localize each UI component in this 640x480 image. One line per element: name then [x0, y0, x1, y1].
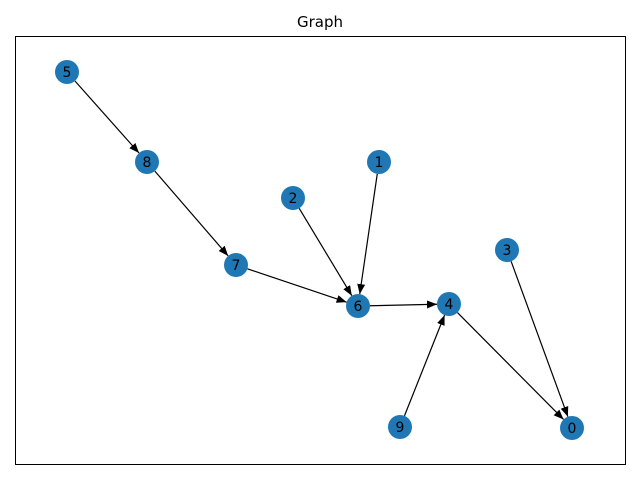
node-circle-7: [224, 253, 248, 277]
node-circle-6: [346, 294, 370, 318]
node-4: 4: [437, 292, 461, 316]
node-circle-2: [281, 186, 305, 210]
edge-4-to-0: [457, 312, 564, 420]
edge-9-to-4: [403, 314, 446, 417]
node-8: 8: [135, 150, 159, 174]
edge-6-to-4: [369, 300, 438, 309]
node-label-1: 1: [375, 155, 384, 171]
chart-title: Graph: [297, 13, 343, 31]
nodes-layer: 0 1 2 3 4 5 6 7 8 9: [55, 60, 584, 440]
node-9: 9: [388, 415, 412, 439]
node-label-8: 8: [143, 155, 152, 171]
node-1: 1: [367, 150, 391, 174]
edge-8-to-7: [154, 170, 229, 257]
node-7: 7: [224, 253, 248, 277]
edge-3-to-0: [510, 261, 569, 417]
node-circle-8: [135, 150, 159, 174]
node-label-0: 0: [568, 421, 577, 437]
node-0: 0: [560, 416, 584, 440]
edges-layer: [74, 80, 569, 420]
edge-7-to-6: [247, 268, 347, 303]
node-circle-1: [367, 150, 391, 174]
edge-2-to-6: [298, 207, 353, 297]
node-label-6: 6: [354, 299, 363, 315]
node-circle-3: [495, 238, 519, 262]
node-circle-5: [55, 60, 79, 84]
node-3: 3: [495, 238, 519, 262]
node-label-3: 3: [503, 243, 512, 259]
node-circle-4: [437, 292, 461, 316]
node-label-5: 5: [63, 65, 72, 81]
node-label-7: 7: [232, 258, 241, 274]
node-6: 6: [346, 294, 370, 318]
edge-5-to-8: [74, 80, 140, 154]
node-circle-9: [388, 415, 412, 439]
plot-frame: [15, 36, 626, 465]
node-label-4: 4: [445, 297, 454, 313]
node-label-2: 2: [289, 191, 298, 207]
node-5: 5: [55, 60, 79, 84]
node-circle-0: [560, 416, 584, 440]
node-2: 2: [281, 186, 305, 210]
node-label-9: 9: [396, 420, 405, 436]
edge-1-to-6: [357, 173, 378, 295]
